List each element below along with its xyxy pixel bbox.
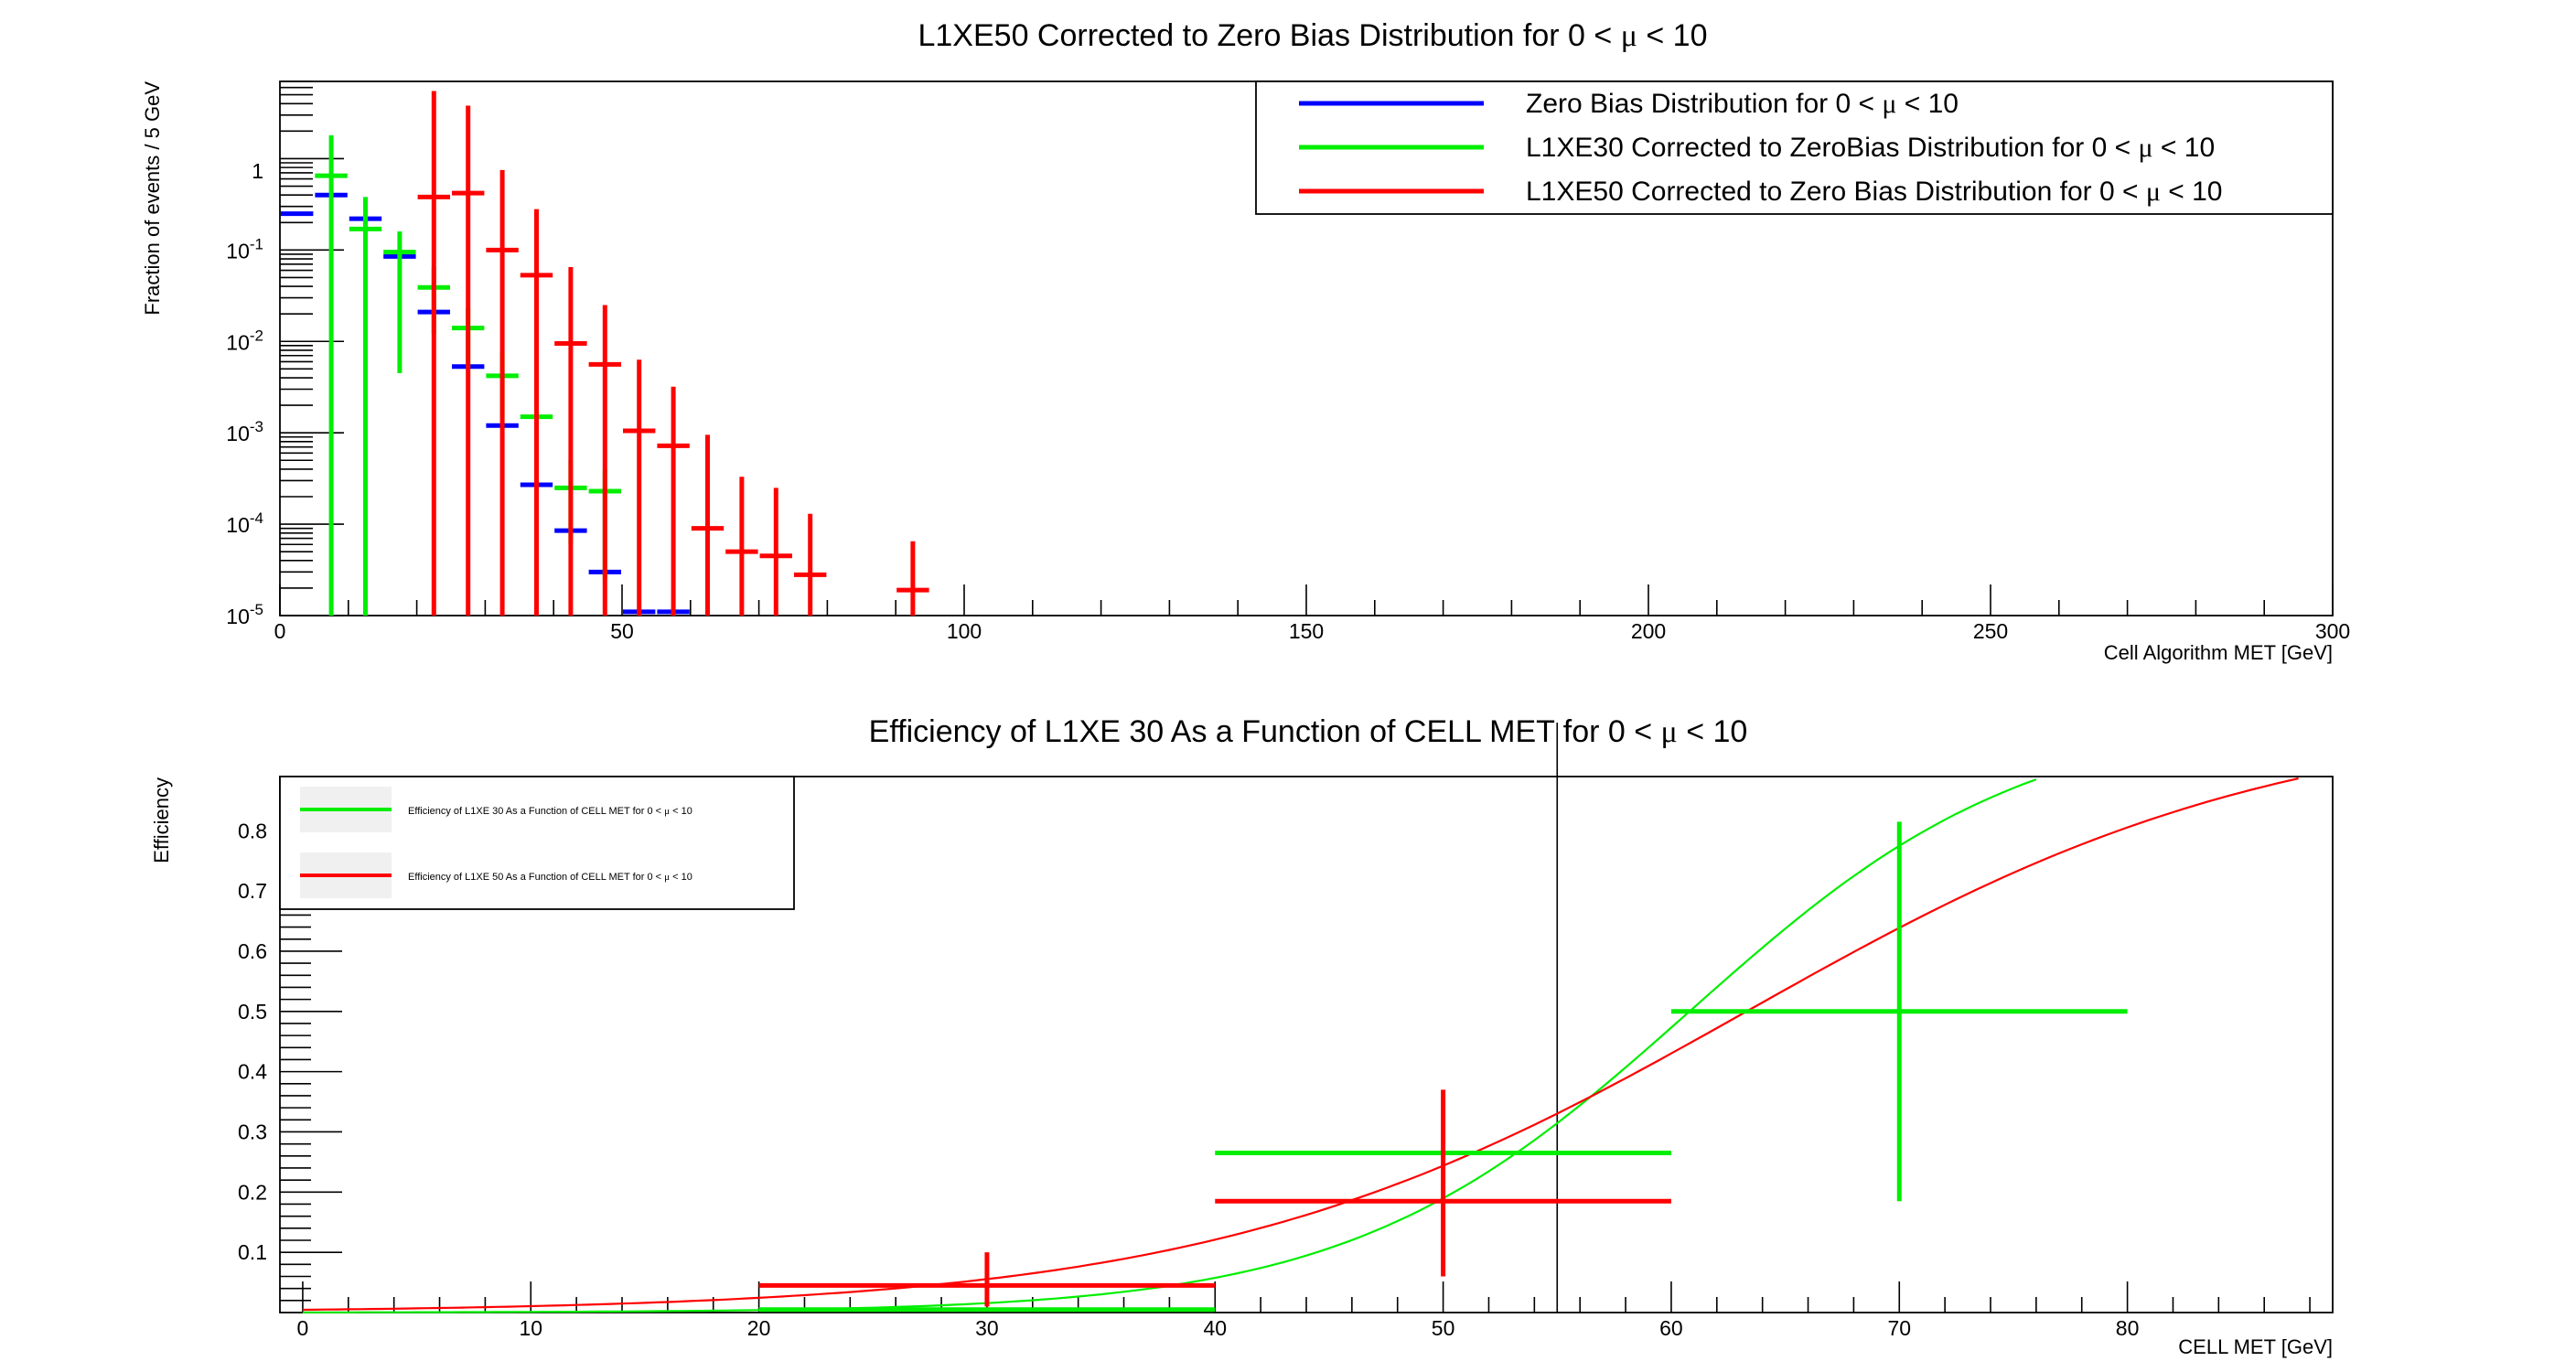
top-y-tick-label: 10-1 (226, 235, 263, 263)
bottom-y-tick-label: 0.6 (238, 939, 267, 963)
bottom-chart-title: Efficiency of L1XE 30 As a Function of C… (869, 714, 1748, 749)
bottom-y-axis-label: Efficiency (150, 777, 173, 863)
bottom-y-axis: 0.1 0.2 0.3 0.4 0.5 0.6 0.7 0.8 (238, 781, 342, 1302)
top-legend-label-l1xe50: L1XE50 Corrected to Zero Bias Distributi… (1526, 177, 2222, 207)
top-legend-label-zero-bias: Zero Bias Distribution for 0 < μ < 10 (1526, 89, 1959, 119)
bottom-chart: Efficiency of L1XE 30 As a Function of C… (150, 714, 2334, 1358)
bottom-legend-label-l1xe30: Efficiency of L1XE 30 As a Function of C… (408, 806, 692, 817)
bottom-y-tick-label: 0.3 (238, 1120, 267, 1143)
top-series-l1xe50 (417, 91, 929, 616)
top-x-tick-label: 150 (1289, 619, 1324, 643)
bottom-y-tick-label: 0.2 (238, 1180, 267, 1204)
bottom-x-tick-label: 70 (1887, 1316, 1911, 1340)
bottom-y-tick-label: 0.1 (238, 1240, 267, 1264)
top-y-axis: 10-1 10-2 10-3 10-4 10-5 (226, 80, 344, 628)
top-y-tick-label: 10-4 (226, 509, 263, 537)
bottom-legend: Efficiency of L1XE 30 As a Function of C… (279, 776, 795, 910)
bottom-x-tick-label: 60 (1659, 1316, 1683, 1340)
bottom-y-tick-label: 0.5 (238, 1000, 267, 1024)
top-x-axis-label: Cell Algorithm MET [GeV] (2104, 641, 2333, 664)
top-x-tick-label: 250 (1973, 619, 2008, 643)
top-y-tick-label-1: 1 (252, 159, 263, 183)
top-x-axis: 0 50 100 150 200 250 300 (274, 584, 2350, 643)
top-legend-label-l1xe30: L1XE30 Corrected to ZeroBias Distributio… (1526, 133, 2215, 163)
top-y-tick-label: 10-2 (226, 327, 263, 354)
top-x-tick-label: 300 (2315, 619, 2350, 643)
top-x-tick-label: 50 (610, 619, 634, 643)
top-x-tick-label: 100 (947, 619, 982, 643)
bottom-y-tick-label: 0.7 (238, 879, 267, 903)
top-chart-title: L1XE50 Corrected to Zero Bias Distributi… (918, 18, 1707, 53)
bottom-y-tick-label: 0.8 (238, 819, 267, 842)
top-y-tick-label: 10-5 (226, 601, 263, 628)
bottom-x-tick-label: 10 (519, 1316, 542, 1340)
top-y-axis-label: Fraction of events / 5 GeV (141, 81, 164, 316)
bottom-x-axis-label: CELL MET [GeV] (2178, 1335, 2333, 1358)
bottom-x-tick-label: 0 (297, 1316, 309, 1340)
top-series-zero-bias (281, 192, 690, 615)
bottom-x-tick-label: 50 (1432, 1316, 1455, 1340)
top-chart: L1XE50 Corrected to Zero Bias Distributi… (141, 18, 2350, 664)
top-x-tick-label: 0 (274, 619, 286, 643)
top-legend: Zero Bias Distribution for 0 < μ < 10 L1… (1255, 80, 2334, 215)
bottom-y-tick-label: 0.4 (238, 1060, 267, 1084)
top-y-tick-label: 10-3 (226, 418, 263, 445)
bottom-x-tick-label: 20 (747, 1316, 771, 1340)
bottom-series-l1xe50 (758, 1089, 1671, 1307)
bottom-fit-curve (302, 777, 2299, 1312)
bottom-x-tick-label: 40 (1203, 1316, 1227, 1340)
bottom-x-tick-label: 80 (2116, 1316, 2140, 1340)
bottom-x-tick-label: 30 (975, 1316, 999, 1340)
bottom-legend-label-l1xe50: Efficiency of L1XE 50 As a Function of C… (408, 872, 692, 883)
top-x-tick-label: 200 (1631, 619, 1666, 643)
